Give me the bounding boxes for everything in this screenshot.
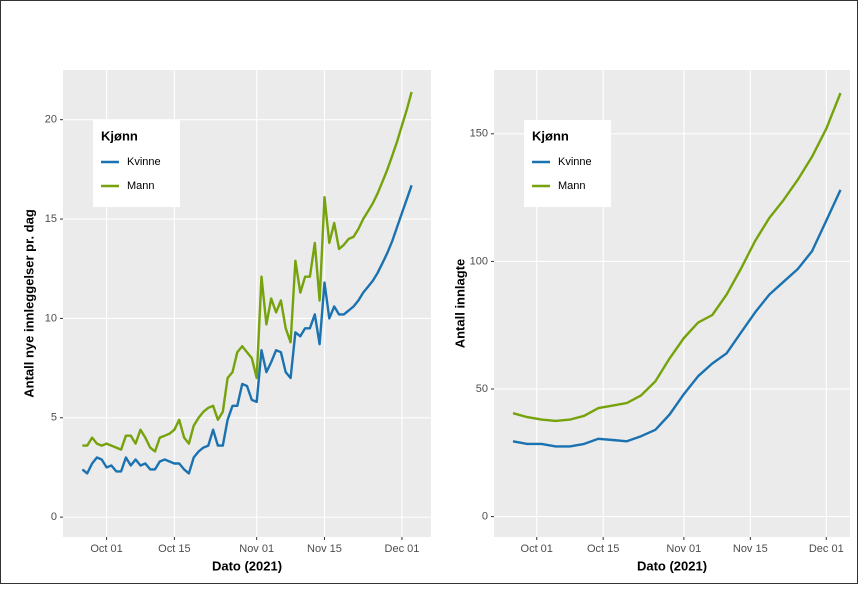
y-tick-label: 5 <box>51 412 57 424</box>
x-tick-label: Nov 15 <box>733 543 768 555</box>
x-tick-label: Oct 15 <box>158 543 190 555</box>
x-tick-label: Dec 01 <box>809 543 844 555</box>
x-axis-title: Dato (2021) <box>212 558 282 573</box>
x-tick-label: Oct 15 <box>587 543 619 555</box>
legend-title: Kjønn <box>101 128 138 143</box>
legend-box <box>524 120 611 207</box>
x-tick-label: Oct 01 <box>90 543 122 555</box>
x-tick-label: Dec 01 <box>385 543 420 555</box>
x-tick-label: Oct 01 <box>521 543 553 555</box>
y-tick-label: 15 <box>45 213 57 225</box>
x-axis-title: Dato (2021) <box>637 558 707 573</box>
line <box>512 92 842 423</box>
y-tick-label: 20 <box>45 114 57 126</box>
line <box>82 91 413 453</box>
legend-label: Kvinne <box>558 156 592 168</box>
x-tick-label: Nov 01 <box>239 543 274 555</box>
y-tick-label: 150 <box>470 128 488 140</box>
legend-label: Kvinne <box>127 156 161 168</box>
legend-label: Mann <box>127 180 155 192</box>
y-tick-label: 0 <box>51 511 57 523</box>
y-tick-label: 50 <box>476 383 488 395</box>
x-tick-label: Nov 01 <box>666 543 701 555</box>
legend-title: Kjønn <box>532 128 569 143</box>
line <box>81 184 413 475</box>
y-axis-title: Antall nye innleggelser pr. dag <box>21 209 36 398</box>
legend-box <box>93 120 180 207</box>
y-tick-label: 10 <box>45 312 57 324</box>
y-tick-label: 100 <box>470 255 488 267</box>
y-axis-title: Antall innlagte <box>452 259 467 349</box>
y-tick-label: 0 <box>482 510 488 522</box>
x-tick-label: Nov 15 <box>307 543 342 555</box>
legend-label: Mann <box>558 180 586 192</box>
line <box>512 189 842 448</box>
